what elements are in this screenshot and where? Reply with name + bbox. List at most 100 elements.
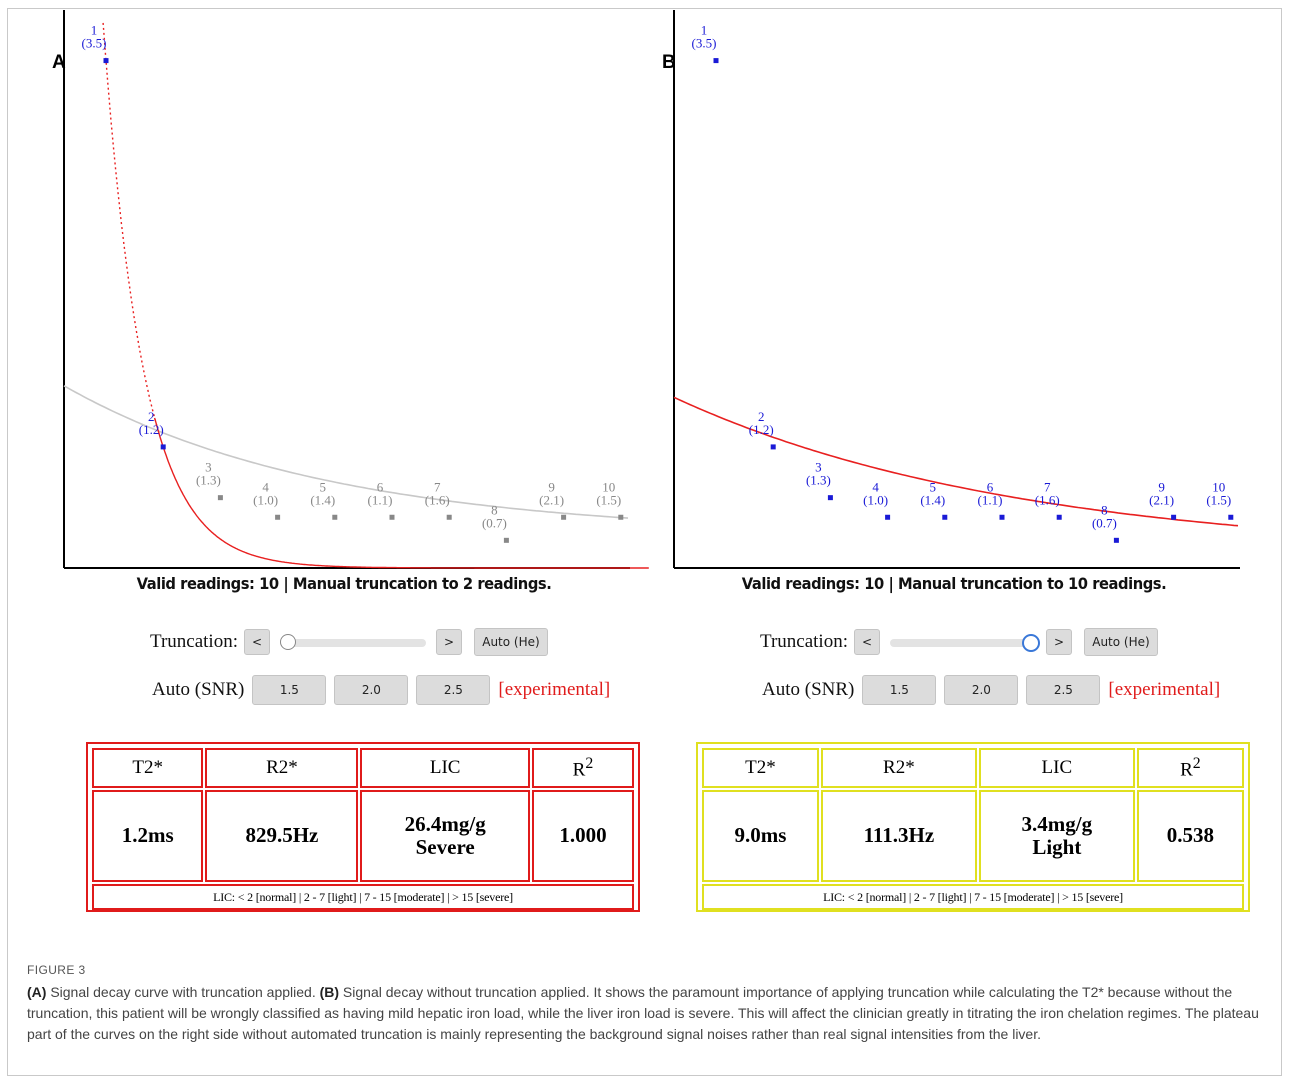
fit-curve-extrapolated: [102, 22, 158, 427]
header-lic: LIC: [360, 748, 530, 788]
data-point: [389, 514, 395, 520]
header-rsquared: R2: [1136, 748, 1244, 788]
point-index-label: 3: [205, 460, 212, 475]
point-snr-label: (2.1): [1149, 492, 1174, 507]
point-index-label: 9: [1158, 479, 1165, 494]
truncation-label: Truncation:: [760, 631, 848, 652]
decay-plot-b: 1(3.5)2(1.2)3(1.3) 4(1.0)5(1.4)6(1.1)7(1.…: [673, 10, 1240, 569]
snr-1-5-button[interactable]: 1.5: [252, 675, 327, 705]
truncation-slider[interactable]: [279, 634, 426, 650]
slider-track: [889, 639, 1036, 647]
point-index-label: 10: [602, 479, 615, 494]
fit-curve: [153, 417, 649, 569]
point-snr-label: (1.1): [368, 492, 393, 507]
experimental-label: [experimental]: [498, 679, 611, 700]
data-point: [1056, 514, 1062, 520]
t2-value: 9.0ms: [702, 790, 819, 882]
point-index-label: 2: [148, 409, 155, 424]
header-r2star: R2*: [820, 748, 977, 788]
point-snr-label: (2.1): [539, 492, 564, 507]
rsquared-value: 0.538: [1136, 790, 1244, 882]
header-r2star: R2*: [205, 748, 359, 788]
readings-summary: Valid readings: 10 | Manual truncation t…: [136, 574, 552, 593]
decay-plot-a: 1(3.5)2(1.2)3(1.3) 4(1.0)5(1.4)6(1.1)7(1.…: [63, 10, 649, 569]
results-table: T2* R2* LIC R2 9.0ms 111.3Hz 3.4mg/g Ligh…: [696, 742, 1250, 912]
data-point: [827, 495, 833, 501]
figure-caption: FIGURE 3 (A) Signal decay curve with tru…: [27, 960, 1262, 1045]
point-snr-label: (1.6): [1035, 492, 1060, 507]
slider-track: [279, 639, 426, 647]
panel-letter: B: [662, 52, 676, 73]
lic-reference-note: LIC: < 2 [normal] | 2 - 7 [light] | 7 - …: [92, 884, 634, 910]
panel-letter: A: [52, 52, 66, 73]
point-index-label: 4: [262, 479, 269, 494]
truncation-prev-button[interactable]: <: [243, 629, 270, 655]
truncation-prev-button[interactable]: <: [853, 629, 880, 655]
fit-curve: [673, 396, 1239, 527]
point-snr-label: (1.3): [196, 473, 221, 488]
experimental-label: [experimental]: [1108, 679, 1221, 700]
point-snr-label: (1.2): [749, 422, 774, 437]
data-point: [446, 514, 452, 520]
data-point: [1113, 537, 1119, 543]
r2star-value: 111.3Hz: [820, 790, 977, 882]
snr-label: Auto (SNR): [762, 679, 855, 700]
data-point: [332, 514, 338, 520]
snr-2-5-button[interactable]: 2.5: [1026, 675, 1101, 705]
snr-2-5-button[interactable]: 2.5: [416, 675, 491, 705]
panel-b: B 1 (3.5) 2 (1.2) 3 (1.3) 4 (1.0) 5 (1.4) 6 (1.1) 7(…: [610, 0, 1250, 920]
auto-he-button[interactable]: Auto (He): [473, 628, 548, 656]
point-index-label: 6: [377, 479, 384, 494]
t2-value: 1.2ms: [92, 790, 204, 882]
data-point: [999, 514, 1005, 520]
point-snr-label: (3.5): [82, 36, 107, 51]
data-point: [160, 444, 166, 450]
point-snr-label: (1.3): [806, 473, 831, 488]
r2star-value: 829.5Hz: [205, 790, 359, 882]
point-index-label: 8: [491, 502, 498, 517]
data-point: [561, 514, 567, 520]
data-point: [770, 444, 776, 450]
snr-controls: Auto (SNR) 1.5 2.0 2.5 [experimental]: [152, 675, 610, 705]
slider-thumb[interactable]: [279, 634, 296, 650]
point-snr-label: (1.0): [863, 492, 888, 507]
data-point: [217, 495, 223, 501]
point-snr-label: (1.4): [920, 492, 945, 507]
snr-2-0-button[interactable]: 2.0: [944, 675, 1019, 705]
point-snr-label: (3.5): [692, 36, 717, 51]
data-point: [1228, 514, 1234, 520]
point-index-label: 10: [1212, 479, 1225, 494]
truncation-controls: Truncation: < > Auto (He): [760, 628, 1158, 656]
figure-label: FIGURE 3: [27, 963, 86, 977]
truncation-next-button[interactable]: >: [1045, 629, 1072, 655]
truncation-controls: Truncation: < > Auto (He): [150, 628, 548, 656]
snr-1-5-button[interactable]: 1.5: [862, 675, 937, 705]
truncation-slider[interactable]: [889, 634, 1040, 652]
auto-he-button[interactable]: Auto (He): [1083, 628, 1158, 656]
point-index-label: 7: [1044, 479, 1051, 494]
rsquared-value: 1.000: [531, 790, 634, 882]
panel-a: A 1 (3.5) 2 (1.2) 3 (1.3) 4 (1.0) 5 (1.4) 6 (1.1) 7(…: [0, 0, 649, 920]
header-t2: T2*: [702, 748, 819, 788]
point-index-label: 6: [987, 479, 994, 494]
truncation-label: Truncation:: [150, 631, 238, 652]
point-index-label: 5: [930, 479, 937, 494]
data-point: [503, 537, 509, 543]
header-rsquared: R2: [531, 748, 634, 788]
data-point: [275, 514, 281, 520]
point-index-label: 9: [548, 479, 555, 494]
header-lic: LIC: [978, 748, 1135, 788]
data-point: [885, 514, 891, 520]
point-index-label: 3: [815, 460, 822, 475]
snr-2-0-button[interactable]: 2.0: [334, 675, 409, 705]
results-table: T2* R2* LIC R2 1.2ms 829.5Hz 26.4mg/g Sev…: [86, 742, 640, 912]
truncation-next-button[interactable]: >: [435, 629, 462, 655]
point-index-label: 1: [91, 23, 98, 38]
figure-frame: [7, 8, 1282, 1076]
lic-reference-note: LIC: < 2 [normal] | 2 - 7 [light] | 7 - …: [702, 884, 1244, 910]
data-point: [618, 514, 624, 520]
data-point: [942, 514, 948, 520]
point-snr-label: (1.1): [978, 492, 1003, 507]
snr-label: Auto (SNR): [152, 679, 245, 700]
slider-thumb[interactable]: [1021, 634, 1040, 652]
